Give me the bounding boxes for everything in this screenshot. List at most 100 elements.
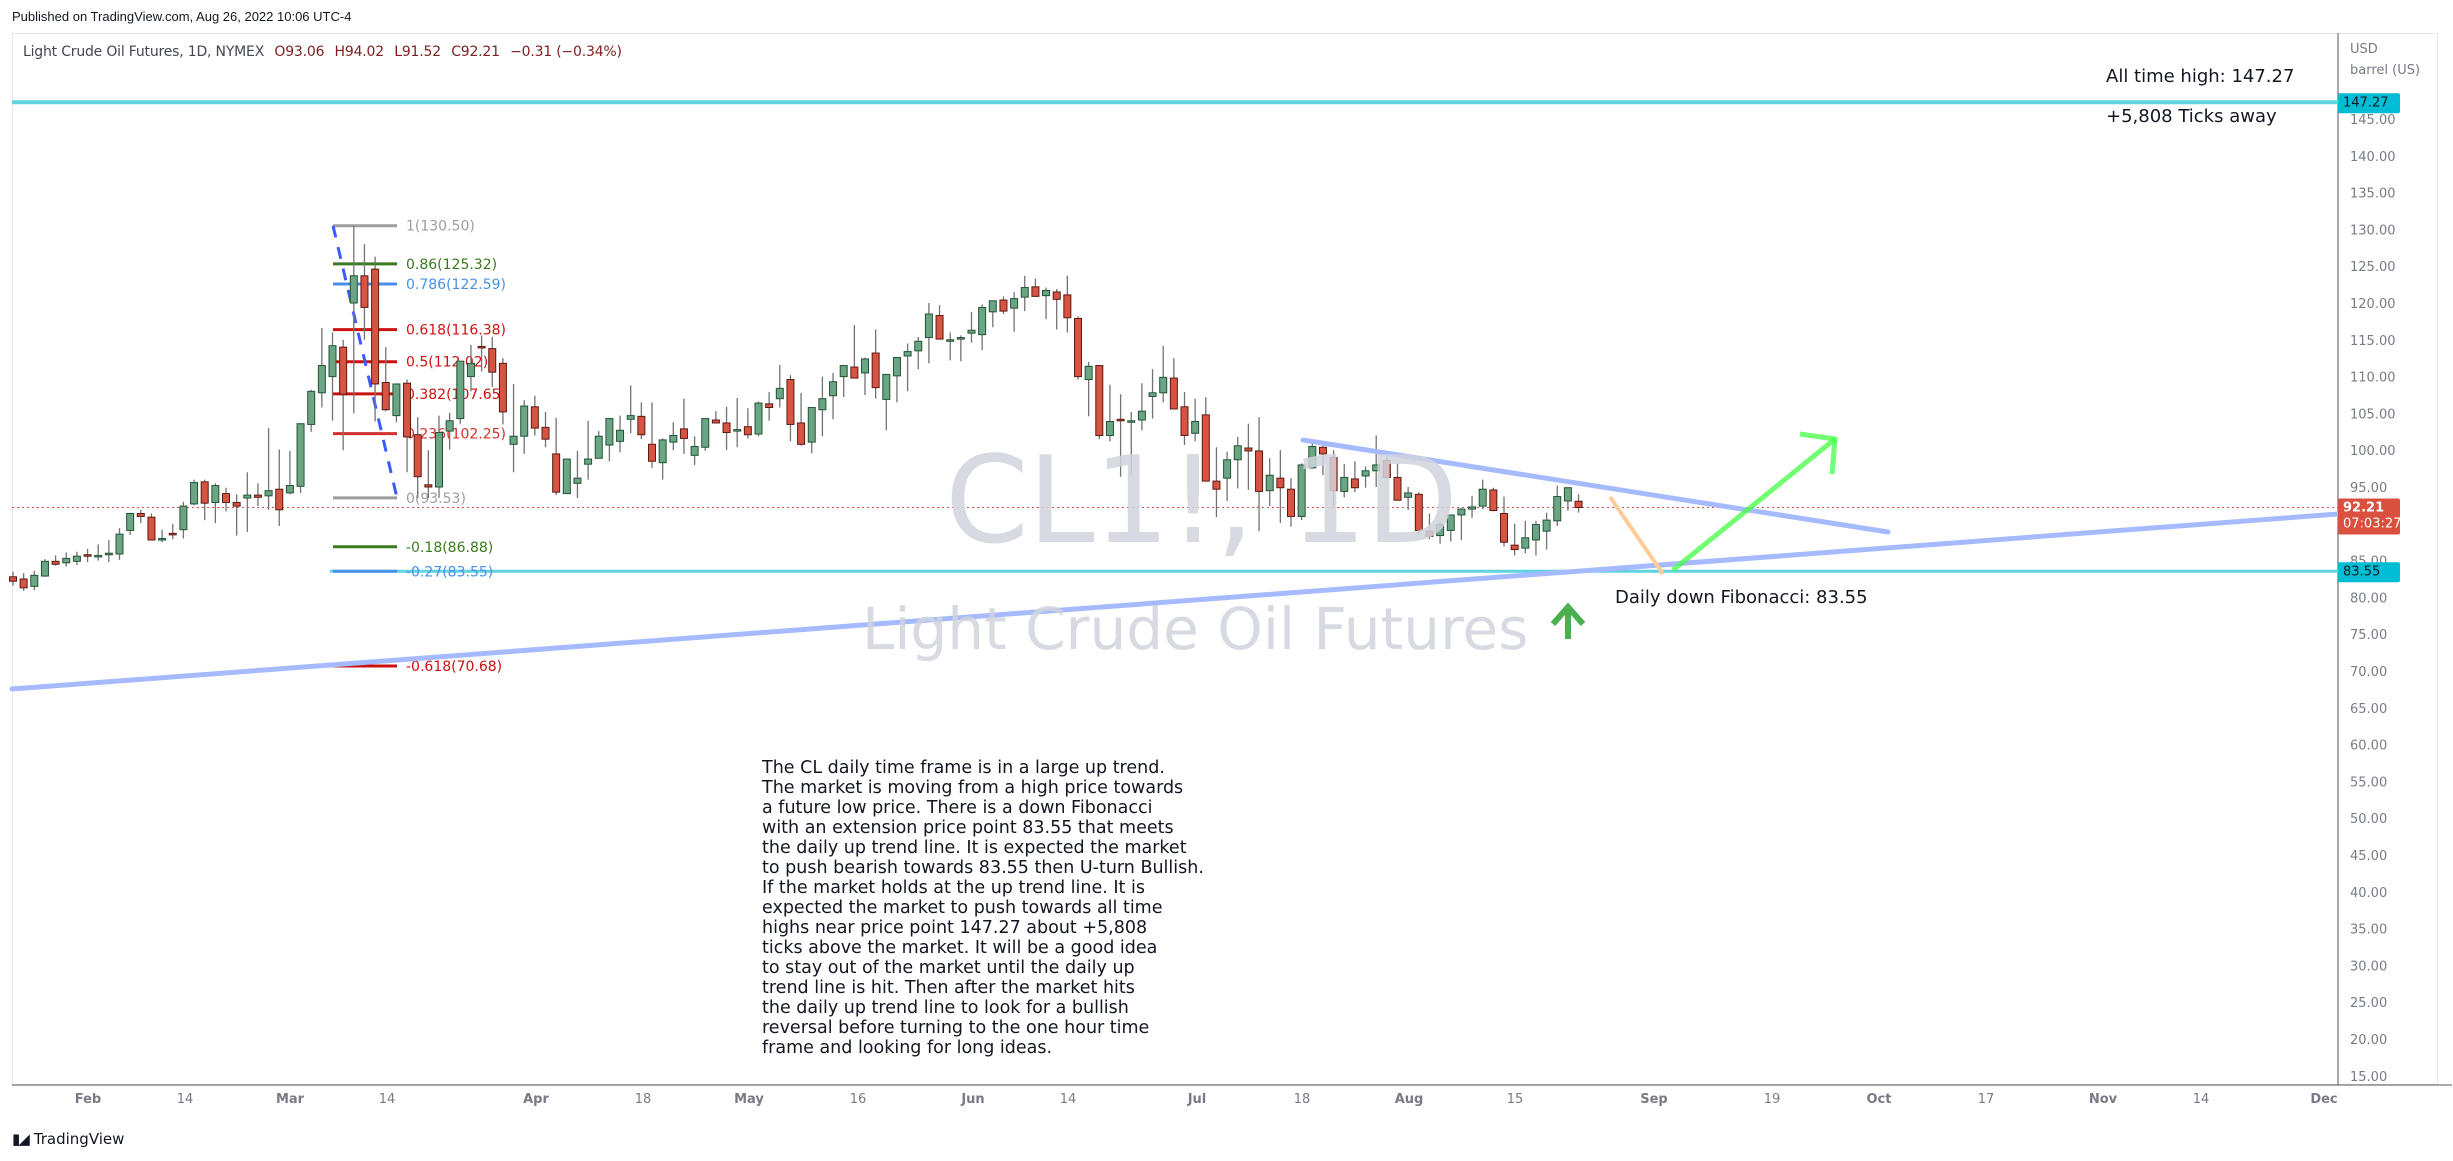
candle-body[interactable]	[1137, 410, 1146, 421]
candle-body[interactable]	[1542, 519, 1551, 532]
tradingview-footer[interactable]: ▮◢ TradingView	[12, 1130, 124, 1148]
candle-body[interactable]	[711, 419, 720, 424]
candle-body[interactable]	[1095, 365, 1104, 436]
candle-body[interactable]	[1265, 474, 1274, 492]
candle-body[interactable]	[9, 576, 17, 582]
candle-body[interactable]	[1436, 524, 1445, 537]
candle-body[interactable]	[1500, 512, 1508, 543]
candle-body[interactable]	[765, 403, 774, 409]
candle-body[interactable]	[1446, 514, 1455, 531]
candle-body[interactable]	[1276, 477, 1285, 489]
daily-up-trendline[interactable]	[9, 511, 2341, 692]
candle-body[interactable]	[541, 426, 550, 440]
candle-body[interactable]	[1340, 476, 1349, 492]
candle-body[interactable]	[83, 554, 92, 557]
candle-body[interactable]	[786, 379, 795, 425]
candle-body[interactable]	[285, 485, 294, 494]
candle-body[interactable]	[456, 360, 465, 420]
candle-body[interactable]	[637, 415, 646, 436]
candle-body[interactable]	[1010, 298, 1019, 309]
candle-body[interactable]	[477, 345, 486, 349]
candle-body[interactable]	[701, 418, 710, 448]
down-trendline[interactable]	[1300, 437, 1891, 535]
candle-body[interactable]	[62, 557, 71, 564]
candle-body[interactable]	[1042, 289, 1051, 297]
candle-body[interactable]	[328, 345, 337, 378]
candle-body[interactable]	[94, 554, 103, 558]
candle-body[interactable]	[72, 555, 81, 562]
candle-body[interactable]	[1287, 488, 1295, 517]
ticks-away-annotation[interactable]: +5,808 Ticks away	[2106, 106, 2277, 127]
candle-body[interactable]	[307, 390, 316, 425]
candle-body[interactable]	[168, 532, 177, 536]
candle-body[interactable]	[1425, 530, 1434, 537]
candle-body[interactable]	[509, 435, 518, 445]
candle-body[interactable]	[179, 505, 188, 531]
candle-body[interactable]	[1574, 500, 1583, 509]
candle-body[interactable]	[839, 365, 848, 378]
candle-body[interactable]	[1180, 406, 1189, 436]
candle-body[interactable]	[339, 346, 348, 395]
candle-body[interactable]	[935, 315, 944, 340]
candle-body[interactable]	[1159, 376, 1168, 394]
candle-body[interactable]	[797, 422, 806, 445]
candle-body[interactable]	[30, 574, 39, 587]
candle-body[interactable]	[573, 477, 582, 484]
candle-body[interactable]	[1563, 487, 1572, 502]
candle-body[interactable]	[1255, 450, 1264, 492]
candle-body[interactable]	[679, 428, 688, 439]
analysis-note[interactable]: The CL daily time frame is in a large up…	[762, 758, 1204, 1058]
candle-body[interactable]	[552, 453, 561, 493]
candle-body[interactable]	[1318, 446, 1327, 455]
candle-body[interactable]	[903, 351, 912, 357]
candle-body[interactable]	[136, 512, 145, 517]
candle-body[interactable]	[243, 494, 252, 499]
candle-body[interactable]	[1308, 446, 1317, 469]
candle-body[interactable]	[1414, 493, 1423, 531]
candle-body[interactable]	[1382, 460, 1391, 478]
candle-body[interactable]	[371, 268, 380, 385]
candle-body[interactable]	[1468, 506, 1477, 510]
candle-body[interactable]	[1201, 414, 1210, 482]
candle-body[interactable]	[722, 422, 731, 434]
candle-body[interactable]	[1478, 488, 1487, 507]
candle-body[interactable]	[1531, 524, 1540, 541]
candle-body[interactable]	[51, 560, 60, 565]
candle-body[interactable]	[1127, 420, 1136, 423]
projected-drop-path[interactable]	[1608, 495, 1665, 576]
candle-body[interactable]	[871, 352, 880, 389]
candle-body[interactable]	[754, 402, 763, 435]
fib-trend-dashed-line[interactable]	[331, 225, 399, 499]
candle-body[interactable]	[584, 458, 593, 465]
candle-body[interactable]	[264, 490, 273, 497]
candle-body[interactable]	[946, 339, 955, 342]
candle-body[interactable]	[967, 329, 976, 334]
candle-body[interactable]	[605, 418, 614, 446]
candle-body[interactable]	[1233, 445, 1242, 461]
candle-body[interactable]	[1489, 489, 1498, 512]
candle-body[interactable]	[435, 432, 443, 488]
candle-body[interactable]	[413, 434, 422, 478]
candle-body[interactable]	[1116, 418, 1125, 422]
candle-body[interactable]	[40, 560, 49, 577]
candle-body[interactable]	[1244, 447, 1253, 452]
candle-body[interactable]	[530, 406, 539, 429]
fib-annotation[interactable]: Daily down Fibonacci: 83.55	[1615, 587, 1868, 608]
candle-body[interactable]	[349, 275, 358, 304]
candle-body[interactable]	[1031, 286, 1040, 297]
candle-body[interactable]	[1297, 464, 1306, 517]
candle-body[interactable]	[381, 381, 390, 411]
candle-body[interactable]	[317, 365, 326, 394]
candle-body[interactable]	[296, 423, 305, 487]
candle-body[interactable]	[488, 348, 497, 373]
candle-body[interactable]	[616, 429, 625, 442]
ath-annotation[interactable]: All time high: 147.27	[2106, 66, 2295, 87]
candle-body[interactable]	[669, 434, 678, 443]
candle-body[interactable]	[253, 494, 262, 498]
candle-body[interactable]	[403, 382, 412, 438]
candle-body[interactable]	[1063, 294, 1072, 319]
candle-body[interactable]	[626, 415, 635, 420]
candle-body[interactable]	[892, 356, 901, 377]
candle-body[interactable]	[1393, 476, 1402, 501]
